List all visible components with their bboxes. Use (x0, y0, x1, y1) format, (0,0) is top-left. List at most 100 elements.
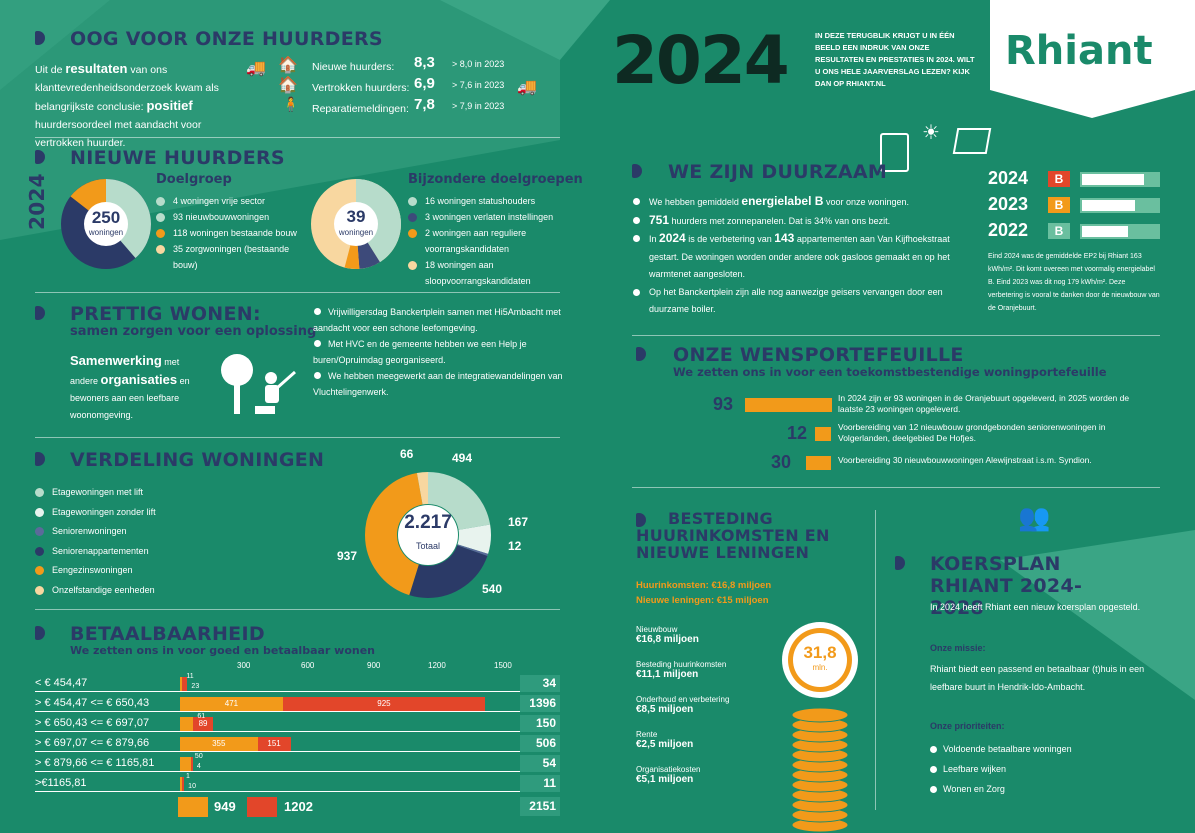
bar-segment-b: 89 (193, 717, 213, 731)
section-marker (35, 452, 45, 466)
wens-subtitle: We zetten ons in voor een toekomstbesten… (673, 365, 1107, 379)
prettig-title: PRETTIG WONEN: (70, 303, 261, 325)
row-total: 34 (520, 675, 560, 692)
legend-item: Seniorenappartementen (35, 542, 156, 562)
sum-b: 1202 (284, 799, 313, 814)
list-item: Nieuwbouw €16,8 miljoen (636, 625, 699, 645)
year-title: 2024 (612, 22, 790, 99)
solar-panel-icon (952, 128, 992, 154)
betaal-ticks: 300 600 900 1200 1500 (237, 661, 512, 670)
besteding-title: BESTEDING HUURINKOMSTEN EN NIEUWE LENING… (636, 509, 830, 562)
verdeling-total-label: Totaal (415, 541, 441, 551)
list-item: 93 nieuwbouwwoningen (156, 209, 311, 225)
section-marker (636, 513, 646, 527)
wens-num-93: 93 (713, 394, 734, 414)
bar-value-b: 10 (188, 783, 196, 790)
table-row: > € 879,66 <= € 1165,81 50 4 54 (35, 753, 560, 772)
legend-item: Etagewoningen zonder lift (35, 503, 156, 523)
list-item: 118 woningen bestaande bouw (156, 225, 311, 241)
row-label: >€1165,81 (35, 777, 87, 789)
house-icon (178, 797, 208, 817)
rhiant-logo: Rhiant (1005, 28, 1153, 74)
divider (875, 510, 876, 810)
pie-slice (365, 472, 491, 598)
table-row: >€1165,81 1 10 11 (35, 773, 560, 792)
list-item: Met HVC en de gemeente hebben we een Hel… (313, 339, 527, 365)
divider (35, 437, 560, 438)
bar-segment-a (180, 777, 182, 791)
prio-list: Voldoende betaalbare woningen Leefbare w… (930, 739, 1072, 799)
section-marker (35, 306, 45, 320)
row-total: 150 (520, 715, 560, 732)
wens-num-12: 12 (787, 423, 808, 443)
row-label: > € 697,07 <= € 879,66 (35, 737, 150, 749)
energy-labels: 2024 B 2023 B 2022 B (988, 168, 1168, 248)
list-item: 751 huurders met zonnepanelen. Dat is 34… (632, 212, 972, 231)
bar-segment-b (182, 777, 185, 791)
oog-text: Uit de resultaten van ons klanttevredenh… (35, 61, 219, 149)
duurzaam-title: WE ZIJN DUURZAAM (668, 161, 888, 183)
wens-title: ONZE WENSPORTEFEUILLE (673, 344, 964, 366)
nieuwe-title: NIEUWE HUURDERS (70, 147, 285, 169)
wens-text-2: Voorbereiding 30 nieuwbouwwoningen Alewi… (838, 455, 1092, 465)
samenwerking-text: Samenwerking met andere organisaties en … (70, 353, 190, 420)
donut1-label: woningen (88, 228, 124, 237)
wens-text-0: In 2024 zijn er 93 woningen in de Oranje… (838, 393, 1130, 414)
section-marker (35, 31, 45, 45)
list-item: Besteding huurinkomsten €11,1 miljoen (636, 660, 727, 680)
list-item: Onderhoud en verbetering €8,5 miljoen (636, 695, 730, 715)
donut2-label: woningen (338, 228, 374, 237)
verdeling-legend: Etagewoningen met lift Etagewoningen zon… (35, 483, 156, 600)
row-total: 54 (520, 755, 560, 772)
list-item: We hebben meegewerkt aan de integratiewa… (313, 371, 563, 397)
people-icon: 👥 (1018, 502, 1051, 532)
wens-num-30: 30 (771, 452, 792, 472)
house-icon: 🏠 (278, 77, 298, 94)
legend-item: Etagewoningen met lift (35, 483, 156, 503)
houses-icon (806, 456, 831, 470)
prettig-list: Vrijwilligersdag Banckertplein samen met… (313, 304, 563, 400)
divider (35, 609, 560, 610)
duurzaam-note: Eind 2024 was de gemiddelde EP2 bij Rhia… (988, 253, 1160, 312)
besteding-list: Nieuwbouw €16,8 miljoen Besteding huurink… (636, 625, 729, 800)
list-item: 4 woningen vrije sector (156, 193, 311, 209)
donut1-value: 250 (91, 208, 121, 227)
bar-value-b: 23 (191, 683, 200, 690)
oog-title: OOG VOOR ONZE HUURDERS (70, 28, 383, 50)
list-item: 2 woningen aan reguliere voorrangskandid… (408, 225, 568, 257)
house-icon (815, 427, 831, 441)
koers-intro: In 2024 heeft Rhiant een nieuw koersplan… (930, 602, 1141, 612)
koers-title: KOERSPLAN RHIANT 2024-2028 (930, 553, 1083, 619)
divider (632, 487, 1160, 488)
row-total: 11 (520, 775, 560, 792)
bar-segment-a (180, 677, 183, 691)
pie-slice (365, 472, 491, 598)
bijzondere-title: Bijzondere doelgroepen (408, 172, 583, 187)
coin-stack-icon (782, 622, 858, 833)
coin-unit: mln. (812, 663, 828, 672)
nieuwe-year: 2024 (25, 173, 49, 230)
table-row: > € 697,07 <= € 879,66 355 151 506 (35, 735, 560, 752)
donut-hole (398, 505, 458, 565)
nieuwe-leningen: Nieuwe leningen: €15 miljoen (636, 595, 769, 606)
prettig-subtitle: samen zorgen voor een oplossing (70, 324, 317, 339)
pie-label: 167 (508, 515, 529, 529)
sum-a: 949 (214, 799, 236, 814)
list-item: Leefbare wijken (930, 759, 1072, 779)
pie-label: 12 (508, 539, 522, 553)
list-item: Rente €2,5 miljoen (636, 730, 694, 750)
pie-slice (365, 472, 491, 598)
bar-segment-b: 151 (257, 737, 291, 751)
bar-value-a: 50 (194, 753, 203, 760)
missie-text: Rhiant biedt een passend en betaalbaar (… (930, 664, 1145, 692)
row-total: 506 (520, 735, 560, 752)
list-item: 16 woningen statushouders (408, 193, 568, 209)
bar-segment-a: 355 (180, 737, 258, 751)
doelgroep-donut (61, 179, 151, 269)
list-item: In 2024 is de verbetering van 143 appart… (632, 230, 972, 284)
list-item: We hebben gemiddeld energielabel B voor … (632, 193, 972, 212)
gardening-icon (221, 354, 296, 414)
verdeling-total: 2.217 (404, 512, 452, 533)
betaal-title: BETAALBAARHEID (70, 623, 265, 645)
